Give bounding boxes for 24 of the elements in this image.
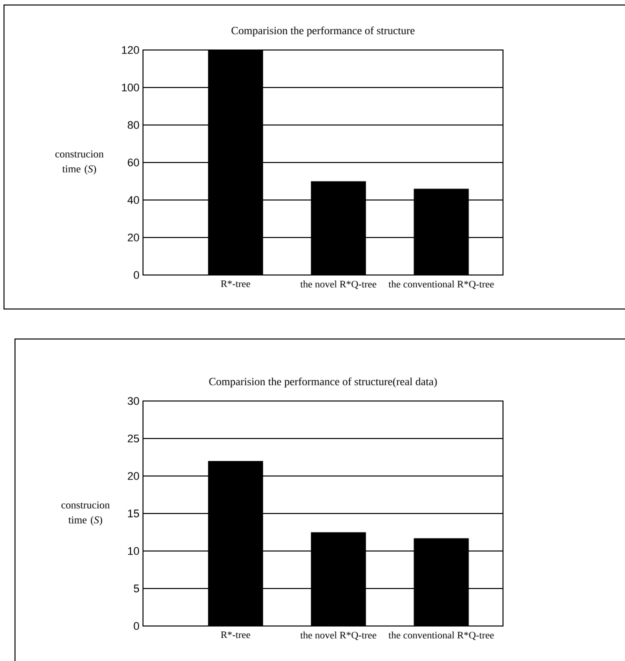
chart-title: Comparision the performance of structure [232,26,415,36]
y-tick-label: 120 [122,46,140,54]
x-tick-label: R*-tree [220,280,250,288]
y-tick-label: 20 [128,234,140,242]
y-tick-label: 25 [128,434,140,442]
y-tick-label: 15 [128,510,140,518]
y-tick-label: 5 [134,584,140,592]
y-tick-label: 0 [134,622,140,630]
y-tick-label: 60 [128,158,140,166]
y-axis-title: construcion time (S) [55,150,104,175]
x-tick-label: the novel R*Q-tree [300,632,376,640]
y-tick-label: 0 [134,271,140,279]
y-tick-label: 10 [128,547,140,555]
x-tick-label: R*-tree [220,632,250,638]
y-tick-label: 40 [128,196,140,204]
y-tick-label: 100 [122,84,140,92]
chart-title: Comparision the performance of structure(real data) [209,377,437,388]
y-axis-title: construcion time (S) [61,501,110,526]
x-tick-label: the novel R*Q-tree [300,280,376,290]
y-tick-label: 30 [128,397,140,405]
y-tick-label: 20 [128,472,140,480]
x-tick-label: the conventional R*Q-tree [388,280,494,290]
x-tick-label: the conventional R*Q-tree [388,632,494,640]
y-tick-label: 80 [128,121,140,129]
